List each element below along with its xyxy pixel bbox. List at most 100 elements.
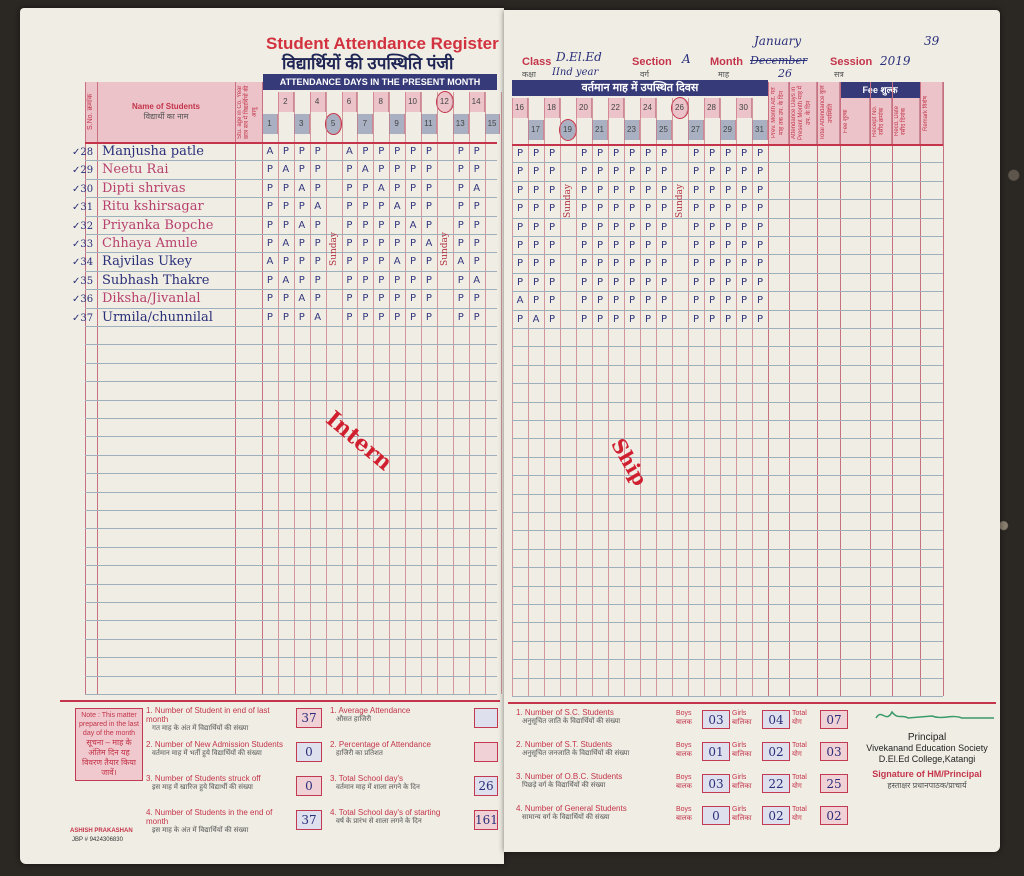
category-girls-value: 02 [762, 806, 790, 825]
extra-column-header: Attendance Days in Present Month माह में… [789, 82, 817, 144]
row-line [512, 180, 943, 182]
day-header-28: 28 [704, 98, 720, 118]
attendance-mark: P [410, 164, 417, 176]
grid-line [943, 82, 944, 696]
day-header-11: 11 [421, 114, 437, 134]
grid-line [484, 92, 486, 694]
day-header-21: 21 [592, 120, 608, 140]
summary-hindi: गत माह के अंत में विद्यार्थियों की संख्य… [152, 725, 249, 732]
note-text-hindi: सूचना – माह के अंतिम दिन यह विवरण तैयार … [82, 738, 136, 777]
summary-value: 0 [296, 742, 322, 762]
category-hindi: अनुसूचित जनजाति के विद्यार्थियों की संख्… [522, 750, 630, 757]
grid-line [262, 92, 263, 694]
attendance-mark: P [314, 146, 321, 157]
attendance-mark: P [660, 295, 668, 307]
grid-line [500, 92, 502, 694]
row-line [512, 346, 943, 348]
row-line [85, 362, 497, 364]
row-line [512, 199, 943, 201]
day-header-22: 22 [608, 98, 624, 118]
day-header-23: 23 [624, 120, 640, 140]
row-line [512, 401, 943, 403]
attendance-mark: P [740, 203, 748, 215]
attendance-mark: P [346, 238, 353, 249]
student-sno: ✓34 [72, 257, 94, 269]
attendance-mark: P [548, 203, 556, 215]
attendance-mark: P [644, 276, 652, 288]
attendance-mark: P [596, 313, 604, 325]
attendance-mark: P [580, 166, 588, 178]
section-label: Section [632, 56, 672, 68]
student-name: Dipti shrivas [102, 180, 186, 196]
row-line [85, 510, 497, 511]
attendance-mark: P [580, 148, 588, 159]
attendance-summary-value [474, 742, 498, 762]
header-rule [512, 144, 943, 146]
attendance-mark: P [740, 240, 748, 251]
attendance-mark: P [708, 313, 716, 325]
attendance-mark: P [756, 148, 764, 159]
attendance-mark: P [724, 184, 732, 196]
grid-line [405, 92, 407, 694]
attendance-mark: P [724, 221, 732, 233]
attendance-mark: P [532, 221, 540, 233]
attendance-mark: P [660, 276, 668, 288]
extra-column-header: Remark विशेष [920, 82, 943, 144]
attendance-summary-label: 3. Total School day's [330, 774, 403, 783]
class-value: D.El.Ed [556, 50, 602, 64]
row-line [85, 289, 497, 291]
attendance-mark: P [282, 146, 289, 157]
attendance-mark: P [692, 313, 700, 325]
attendance-mark: P [394, 238, 401, 249]
attendance-summary-label: 2. Percentage of Attendance [330, 740, 431, 749]
attendance-mark: P [410, 146, 417, 157]
grid-line [277, 92, 279, 694]
student-sno: ✓30 [72, 183, 94, 195]
attendance-mark: P [457, 201, 464, 213]
attendance-mark: P [457, 164, 464, 176]
attendance-mark: A [409, 219, 417, 231]
intern-annotation: Intern [320, 405, 398, 477]
attendance-mark: P [516, 276, 524, 288]
grid-line [704, 98, 705, 696]
attendance-summary-hindi: वर्तमान माह में शाला लगने के दिन [336, 784, 420, 791]
grid-line [325, 92, 327, 694]
attendance-mark: P [394, 219, 401, 231]
attendance-mark: P [596, 240, 604, 251]
extra-column-label: Prev. Month Att. गत माह तक उप. के दिन [771, 87, 785, 139]
attendance-mark: A [516, 295, 524, 307]
category-girls-value: 02 [762, 742, 790, 761]
attendance-mark: P [724, 203, 732, 215]
attendance-mark: P [362, 293, 369, 305]
session-value: 2019 [880, 54, 911, 68]
month-value-struck: December [750, 54, 808, 67]
attendance-mark: P [692, 276, 700, 288]
attendance-mark: P [708, 148, 716, 159]
category-boys-value: 0 [702, 806, 730, 825]
row-line [512, 217, 943, 219]
attendance-mark: P [628, 276, 636, 288]
attendance-mark: P [708, 166, 716, 178]
attendance-mark: P [314, 256, 321, 268]
principal-signature [875, 710, 994, 719]
attendance-mark: P [532, 166, 540, 178]
attendance-summary: 2. Percentage of Attendance हाजिरी का प्र… [330, 740, 468, 758]
attendance-mark: A [377, 182, 385, 194]
grid-line [235, 82, 236, 694]
attendance-mark: P [473, 146, 480, 157]
grid-line [421, 92, 422, 694]
attendance-mark: P [548, 313, 556, 325]
student-name: Neetu Rai [102, 162, 169, 178]
attendance-mark: P [596, 295, 604, 307]
day-header-14: 14 [468, 92, 485, 112]
attendance-mark: P [628, 258, 636, 270]
attendance-mark: P [612, 313, 620, 325]
attendance-mark: P [266, 293, 273, 305]
attendance-mark: P [548, 221, 556, 233]
attendance-mark: P [457, 219, 464, 231]
attendance-mark: P [532, 148, 540, 159]
attendance-mark: P [580, 203, 588, 215]
attendance-mark: A [314, 201, 322, 213]
student-name: Ritu kshirsagar [102, 199, 204, 215]
boys-label: Boys बालक [676, 710, 692, 726]
